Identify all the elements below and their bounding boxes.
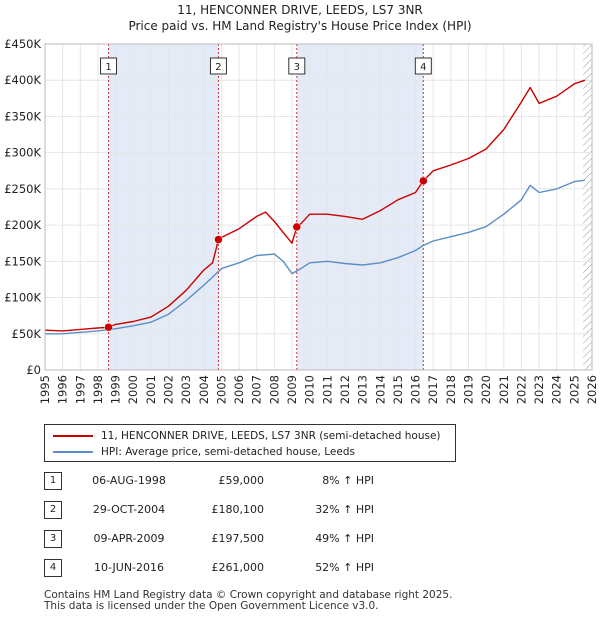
- y-tick-label: £400K: [4, 73, 41, 87]
- legend-item-property: 11, HENCONNER DRIVE, LEEDS, LS7 3NR (sem…: [53, 428, 441, 444]
- x-tick-label: 2022: [514, 375, 528, 404]
- sale-label: 3: [294, 62, 300, 73]
- sale-number: 2: [44, 501, 62, 519]
- y-tick-label: £250K: [4, 182, 41, 196]
- sale-label: 4: [420, 62, 426, 73]
- x-tick-label: 2007: [250, 375, 264, 404]
- sale-point: [214, 235, 223, 244]
- x-tick-label: 2015: [391, 375, 405, 404]
- x-tick-label: 2002: [162, 375, 176, 404]
- sale-price: £180,100: [211, 503, 265, 516]
- y-tick-label: £0: [26, 363, 41, 377]
- sale-price: £59,000: [218, 474, 265, 487]
- legend-label-hpi: HPI: Average price, semi-detached house,…: [101, 446, 355, 458]
- sale-date: 29-OCT-2004: [92, 503, 166, 516]
- chart-subtitle: Price paid vs. HM Land Registry's House …: [128, 19, 472, 33]
- sale-date: 09-APR-2009: [93, 532, 165, 545]
- chart-title: 11, HENCONNER DRIVE, LEEDS, LS7 3NR: [177, 3, 423, 17]
- x-tick-label: 2021: [497, 375, 511, 404]
- sale-label: 2: [215, 62, 221, 73]
- sale-date: 10-JUN-2016: [93, 561, 165, 574]
- x-tick-label: 2017: [426, 375, 440, 404]
- sale-label-box: [288, 57, 306, 75]
- y-tick-label: £350K: [4, 109, 41, 123]
- x-tick-label: 1997: [73, 375, 87, 404]
- ownership-shade: [108, 44, 219, 370]
- x-tick-label: 2009: [285, 375, 299, 404]
- footer: Contains HM Land Registry data © Crown c…: [44, 590, 452, 612]
- x-tick-label: 2011: [320, 375, 334, 404]
- footer-line-2: This data is licensed under the Open Gov…: [44, 600, 379, 612]
- y-tick-label: £300K: [4, 146, 41, 160]
- x-tick-label: 2004: [197, 375, 211, 404]
- plot-border: [44, 43, 593, 371]
- y-tick-label: £150K: [4, 254, 41, 268]
- x-tick-label: 2005: [214, 375, 228, 404]
- y-tick-label: £200K: [4, 218, 41, 232]
- sale-number: 1: [44, 472, 62, 490]
- x-tick-label: 2016: [409, 375, 423, 404]
- x-tick-label: 2019: [461, 375, 475, 404]
- x-tick-label: 2003: [179, 375, 193, 404]
- sale-hpi: 49% ↑ HPI: [315, 532, 374, 545]
- legend: 11, HENCONNER DRIVE, LEEDS, LS7 3NR (sem…: [44, 424, 456, 462]
- sale-point: [104, 323, 113, 332]
- sale-price: £261,000: [211, 561, 265, 574]
- x-tick-label: 2026: [585, 375, 599, 404]
- sale-price: £197,500: [211, 532, 265, 545]
- x-tick-label: 1995: [38, 375, 52, 404]
- sale-label: 1: [105, 62, 111, 73]
- y-tick-label: £450K: [4, 37, 41, 51]
- sale-row: 4 10-JUN-2016 £261,000 52% ↑ HPI: [44, 559, 484, 581]
- x-tick-label: 2025: [567, 375, 581, 404]
- x-tick-label: 2014: [373, 375, 387, 404]
- sale-hpi: 32% ↑ HPI: [315, 503, 374, 516]
- series-line-hpi: [45, 179, 585, 335]
- x-tick-label: 2013: [356, 375, 370, 404]
- x-tick-label: 2023: [532, 375, 546, 404]
- x-tick-label: 2010: [303, 375, 317, 404]
- x-tick-label: 2012: [338, 375, 352, 404]
- x-tick-label: 1996: [56, 375, 70, 404]
- x-tick-label: 2001: [144, 375, 158, 404]
- legend-item-hpi: HPI: Average price, semi-detached house,…: [53, 444, 355, 460]
- sale-label-box: [209, 57, 227, 75]
- x-tick-label: 2008: [267, 375, 281, 404]
- y-tick-label: £50K: [12, 327, 42, 341]
- sale-row: 2 29-OCT-2004 £180,100 32% ↑ HPI: [44, 501, 484, 523]
- sale-point: [419, 176, 428, 186]
- sale-label-box: [414, 57, 432, 75]
- legend-swatch-property: [53, 435, 93, 437]
- sale-date: 06-AUG-1998: [92, 474, 166, 487]
- sale-number: 3: [44, 530, 62, 548]
- legend-label-property: 11, HENCONNER DRIVE, LEEDS, LS7 3NR (sem…: [101, 430, 441, 442]
- sale-hpi: 52% ↑ HPI: [315, 561, 374, 574]
- y-tick-label: £100K: [4, 291, 41, 305]
- sale-label-box: [100, 57, 118, 75]
- x-tick-label: 2000: [126, 375, 140, 404]
- x-tick-label: 2006: [232, 375, 246, 404]
- sale-row: 1 06-AUG-1998 £59,000 8% ↑ HPI: [44, 472, 484, 494]
- ownership-shade: [296, 44, 424, 370]
- price-chart: 1 2 3 4 £0 £50K £100K £150K £200K £250K £300K £350K…: [4, 37, 599, 404]
- footer-line-1: Contains HM Land Registry data © Crown c…: [44, 589, 453, 601]
- sale-hpi: 8% ↑ HPI: [322, 474, 374, 487]
- sale-number: 4: [44, 559, 62, 577]
- legend-swatch-hpi: [53, 451, 93, 453]
- x-tick-label: 1999: [109, 375, 123, 404]
- x-tick-label: 1998: [91, 375, 105, 404]
- x-tick-label: 2018: [444, 375, 458, 404]
- forecast-hatch: [583, 44, 592, 370]
- sale-point: [292, 222, 302, 232]
- x-tick-label: 2020: [479, 375, 493, 404]
- x-tick-label: 2024: [550, 375, 564, 404]
- sale-row: 3 09-APR-2009 £197,500 49% ↑ HPI: [44, 530, 484, 552]
